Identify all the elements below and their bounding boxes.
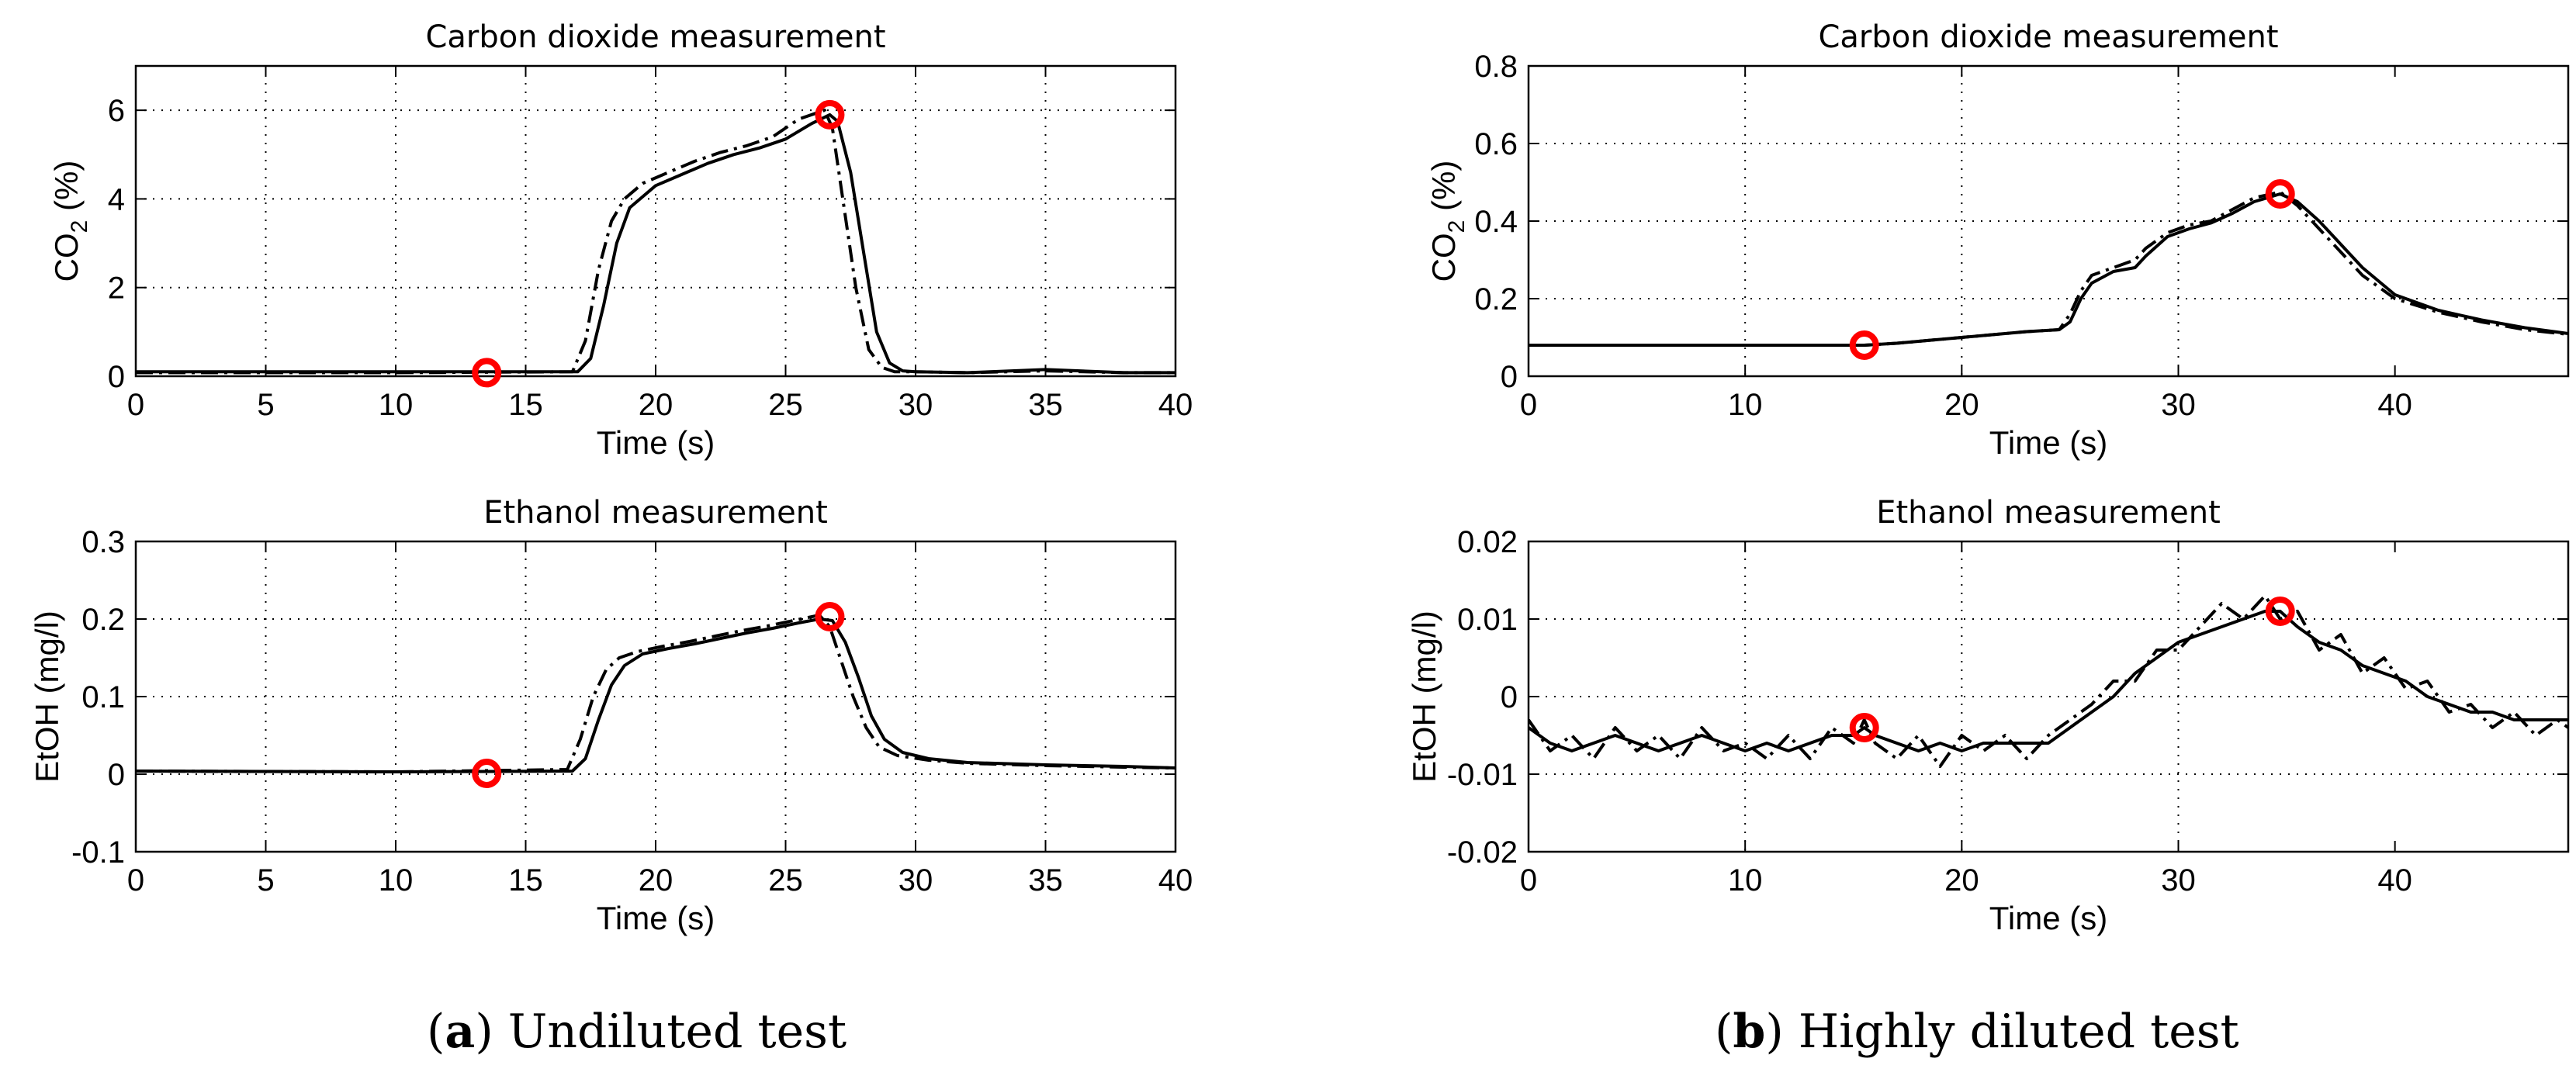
x-tick-label: 35 xyxy=(1028,388,1063,422)
series-line-measured xyxy=(136,112,1175,375)
caption-a: (a) Undiluted test xyxy=(427,1005,847,1059)
y-tick-label: -0.01 xyxy=(1447,758,1518,792)
y-tick-label: 0.01 xyxy=(1457,603,1518,637)
marker-circle-2 xyxy=(815,602,845,631)
x-tick-label: 10 xyxy=(379,388,414,422)
x-axis-label: Time (s) xyxy=(1989,424,2107,461)
x-tick-label: 30 xyxy=(2161,388,2196,422)
panel-a-co2-chart: 0 5 10 15 20 25 30 35 40 0 2 4 6 Carbon dioxide measu… xyxy=(48,19,1193,461)
marker-circle-1 xyxy=(472,759,502,788)
y-tick-label: 0.1 xyxy=(81,680,125,714)
y-axis-label: EtOH (mg/l) xyxy=(1406,610,1442,783)
series-line-measured xyxy=(136,617,1175,773)
caption-b: (b) Highly diluted test xyxy=(1715,1005,2239,1059)
y-tick-label: 0 xyxy=(1501,360,1518,394)
y-tick-label: -0.1 xyxy=(71,835,125,870)
y-axis-label: CO2 (%) xyxy=(48,161,92,282)
y-tick-label: 0 xyxy=(108,758,125,792)
y-tick-label: 0.6 xyxy=(1474,127,1518,161)
x-tick-label: 0 xyxy=(1520,388,1537,422)
y-axis-label-unit: (%) xyxy=(1425,161,1462,220)
y-tick-label: 0 xyxy=(108,360,125,394)
marker-circle-1 xyxy=(1849,713,1879,742)
plot-frame xyxy=(1527,540,2570,853)
x-axis-label: Time (s) xyxy=(597,900,715,936)
x-tick-label: 20 xyxy=(1944,863,1979,898)
x-tick-label: 15 xyxy=(508,863,543,898)
y-tick-label: 0 xyxy=(1501,680,1518,714)
chart-title: Carbon dioxide measurement xyxy=(1818,19,2278,55)
x-tick-label: 5 xyxy=(257,863,274,898)
caption-a-letter: a xyxy=(445,1005,476,1059)
series-line-measured xyxy=(1529,192,2568,347)
panel-b-etoh-chart: 0 10 20 30 40 -0.02 -0.01 0 0.01 0.02 Ethanol meas… xyxy=(1406,495,2570,936)
series-line-estimated xyxy=(136,109,1175,375)
y-tick-label: 0.02 xyxy=(1457,525,1518,559)
x-tick-label: 40 xyxy=(1158,863,1193,898)
chart-title: Ethanol measurement xyxy=(483,495,828,531)
x-tick-label: 15 xyxy=(508,388,543,422)
x-tick-label: 0 xyxy=(127,863,144,898)
x-tick-label: 20 xyxy=(639,863,673,898)
x-tick-label: 0 xyxy=(127,388,144,422)
marker-circle-1 xyxy=(472,358,502,388)
y-axis-label-subscript: 2 xyxy=(1444,220,1470,233)
x-tick-label: 10 xyxy=(379,863,414,898)
x-tick-label: 40 xyxy=(2377,863,2412,898)
x-tick-label: 25 xyxy=(768,388,803,422)
x-tick-label: 30 xyxy=(898,388,933,422)
y-tick-label: 0.4 xyxy=(1474,205,1518,239)
marker-circle-2 xyxy=(2265,179,2295,209)
x-tick-label: 5 xyxy=(257,388,274,422)
x-tick-label: 20 xyxy=(639,388,673,422)
y-tick-label: 0.2 xyxy=(1474,282,1518,316)
x-tick-label: 10 xyxy=(1728,388,1763,422)
x-axis-label: Time (s) xyxy=(1989,900,2107,936)
y-axis-label-subscript: 2 xyxy=(67,220,92,233)
x-tick-label: 10 xyxy=(1728,863,1763,898)
x-tick-label: 35 xyxy=(1028,863,1063,898)
x-tick-label: 40 xyxy=(2377,388,2412,422)
y-axis-label: CO2 (%) xyxy=(1425,161,1470,282)
x-tick-label: 30 xyxy=(898,863,933,898)
chart-title: Carbon dioxide measurement xyxy=(425,19,885,55)
y-axis-label-main: CO xyxy=(48,233,85,282)
marker-circle-2 xyxy=(2265,597,2295,626)
series-line-estimated xyxy=(1529,190,2568,347)
y-tick-label: 0.8 xyxy=(1474,50,1518,84)
series-line-measured xyxy=(1529,610,2568,752)
y-tick-label: 0.2 xyxy=(81,603,125,637)
y-tick-label: 6 xyxy=(108,94,125,128)
y-tick-label: 2 xyxy=(108,272,125,306)
x-tick-label: 20 xyxy=(1944,388,1979,422)
y-axis-label-main: CO xyxy=(1425,233,1462,282)
x-tick-label: 0 xyxy=(1520,863,1537,898)
caption-a-text: Undiluted test xyxy=(507,1005,847,1059)
x-tick-label: 30 xyxy=(2161,863,2196,898)
panel-b-co2-chart: 0 10 20 30 40 0 0.2 0.4 0.6 0.8 Carbon dioxide mea… xyxy=(1425,19,2570,461)
series-line-estimated xyxy=(136,614,1175,773)
x-axis-label: Time (s) xyxy=(597,424,715,461)
x-tick-label: 40 xyxy=(1158,388,1193,422)
y-axis-label-main: EtOH (mg/l) xyxy=(29,610,65,783)
y-tick-label: -0.02 xyxy=(1447,835,1518,870)
marker-circle-1 xyxy=(1849,330,1879,360)
caption-b-letter: b xyxy=(1733,1005,1766,1059)
y-axis-label: EtOH (mg/l) xyxy=(29,610,65,783)
caption-b-text: Highly diluted test xyxy=(1798,1005,2239,1059)
y-tick-label: 0.3 xyxy=(81,525,125,559)
y-axis-label-main: EtOH (mg/l) xyxy=(1406,610,1442,783)
y-tick-label: 4 xyxy=(108,182,125,216)
chart-title: Ethanol measurement xyxy=(1876,495,2221,531)
series-line-estimated xyxy=(1529,594,2568,768)
x-tick-label: 25 xyxy=(768,863,803,898)
y-axis-label-unit: (%) xyxy=(48,161,85,220)
marker-circle-2 xyxy=(815,99,845,130)
